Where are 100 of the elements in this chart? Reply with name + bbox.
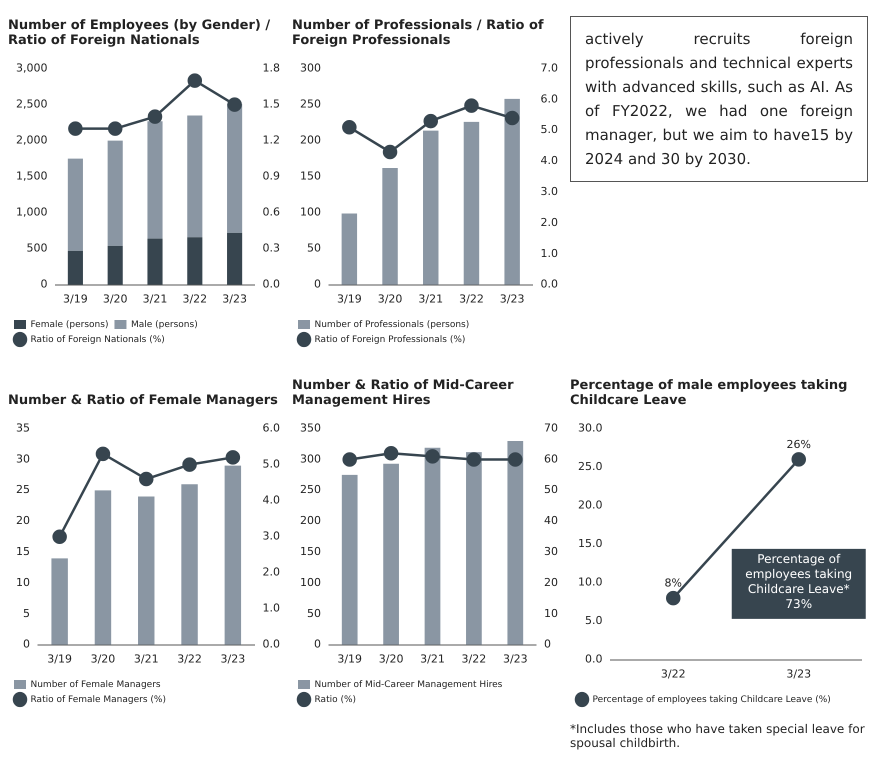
bar — [504, 98, 520, 285]
bar — [147, 121, 163, 239]
legend-label: Ratio of Foreign Professionals (%) — [314, 334, 466, 345]
y2-tick-label: 50 — [544, 483, 558, 496]
y2-tick-label: 7.0 — [540, 61, 558, 74]
x-tick-label: 3/22 — [177, 652, 202, 666]
y-tick-label: 25.0 — [578, 460, 602, 473]
y-tick-label: 200 — [300, 514, 321, 528]
x-tick-label: 3/21 — [418, 292, 444, 306]
y-tick-label: 20 — [16, 514, 30, 528]
x-tick-label: 3/19 — [336, 292, 362, 306]
x-tick-label: 3/19 — [337, 652, 362, 666]
x-tick-label: 3/22 — [462, 652, 486, 666]
bar — [466, 452, 482, 645]
y-tick-label: 1,500 — [16, 170, 48, 183]
y2-tick-label: 70 — [544, 421, 558, 434]
y-tick-label: 10.0 — [578, 576, 602, 589]
point — [226, 450, 240, 465]
y-tick-label: 30 — [16, 452, 30, 466]
x-tick-label: 3/20 — [378, 292, 402, 306]
y2-tick-label: 1.0 — [262, 602, 280, 615]
bar — [138, 496, 154, 645]
legend-label: Number of Mid-Career Management Hires — [314, 680, 503, 690]
bar — [423, 130, 438, 285]
bar — [108, 246, 123, 285]
y-tick-label: 0 — [314, 278, 321, 291]
chart-title: Number of Employees (by Gender) / Ratio of Foreign Nationals — [8, 17, 272, 48]
chart-title: Number & Ratio of Mid-Career Management Hires — [292, 377, 514, 408]
y-tick-label: 0.0 — [584, 652, 602, 666]
bar — [187, 237, 202, 285]
x-tick-label: 3/20 — [378, 652, 404, 666]
legend-label: Percentage of employees taking Childcare Leave (%) — [592, 694, 831, 705]
chart-title: Number & Ratio of Female Managers — [8, 392, 279, 408]
point — [96, 446, 110, 462]
data-label: 8% — [664, 576, 682, 590]
y-tick-label: 100 — [300, 576, 321, 589]
y-tick-label: 250 — [300, 483, 321, 496]
x-tick-label: 3/23 — [502, 652, 528, 666]
data-label: 26% — [786, 438, 811, 451]
y-tick-label: 15 — [16, 545, 30, 558]
point — [52, 529, 67, 544]
y2-tick-label: 10 — [544, 606, 558, 620]
legend-label: Ratio of Female Managers (%) — [30, 694, 166, 705]
y2-tick-label: 0.3 — [262, 242, 280, 255]
y2-tick-label: 0 — [544, 638, 552, 651]
bar — [224, 466, 242, 645]
y-tick-label: 1,000 — [16, 206, 48, 219]
point — [382, 144, 398, 160]
y2-tick-label: 4.0 — [262, 494, 280, 507]
chart-title: Number of Professionals / Ratio of Foreign Professionals — [292, 17, 545, 48]
y-tick-label: 0 — [314, 638, 321, 651]
bar — [181, 484, 198, 645]
y2-tick-label: 1.0 — [540, 246, 558, 260]
y-tick-label: 0 — [22, 638, 30, 651]
bar — [227, 104, 242, 233]
y-tick-label: 5 — [22, 606, 30, 620]
y2-tick-label: 1.8 — [262, 61, 280, 74]
legend-label: Number of Professionals (persons) — [314, 320, 470, 330]
y-tick-label: 3,000 — [16, 61, 48, 74]
bar — [382, 168, 398, 285]
y2-tick-label: 6.0 — [262, 421, 280, 434]
y2-tick-label: 2.0 — [262, 566, 280, 579]
x-tick-label: 3/21 — [142, 292, 168, 306]
y2-tick-label: 5.0 — [262, 457, 280, 470]
x-tick-label: 3/22 — [459, 292, 484, 306]
point — [188, 73, 202, 88]
y-tick-label: 15.0 — [578, 537, 602, 550]
y-tick-label: 35 — [16, 421, 30, 434]
y2-tick-label: 0.0 — [540, 278, 558, 291]
legend-label: Male (persons) — [130, 320, 198, 330]
y-tick-label: 500 — [26, 242, 48, 255]
x-tick-label: 3/23 — [786, 667, 812, 680]
bar — [68, 250, 83, 285]
point — [227, 97, 242, 112]
x-tick-label: 3/22 — [182, 292, 208, 306]
y-tick-label: 10 — [16, 576, 30, 589]
y-tick-label: 250 — [300, 97, 321, 110]
y2-tick-label: 4.0 — [540, 154, 558, 168]
bar — [464, 122, 480, 285]
y-tick-label: 100 — [300, 206, 321, 219]
legend-label: Ratio (%) — [314, 694, 356, 705]
point — [464, 98, 479, 113]
y-tick-label: 300 — [300, 452, 321, 466]
y2-tick-label: 5.0 — [540, 123, 558, 136]
bar — [147, 238, 163, 285]
point — [68, 121, 83, 136]
legend-label: Female (persons) — [30, 320, 108, 330]
text: actively recruits foreign professionals and technical experts with advanced skills, such as AI. As of FY2022, we had one foreign manager, but we aim to have15 by 2024 and 30 by 2030. — [585, 29, 853, 170]
y2-tick-label: 1.2 — [262, 134, 280, 147]
y-tick-label: 350 — [300, 421, 321, 434]
point — [504, 110, 520, 126]
x-tick-label: 3/20 — [90, 652, 116, 666]
y-tick-label: 20.0 — [578, 498, 602, 512]
x-tick-label: 3/19 — [47, 652, 72, 666]
annotation: Percentage of employees taking Childcare Leave* 73% — [745, 552, 852, 611]
y2-tick-label: 3.0 — [540, 185, 558, 198]
bar — [108, 140, 123, 246]
y2-tick-label: 0.0 — [262, 278, 280, 291]
point — [424, 114, 438, 128]
y2-tick-label: 2.0 — [540, 216, 558, 229]
